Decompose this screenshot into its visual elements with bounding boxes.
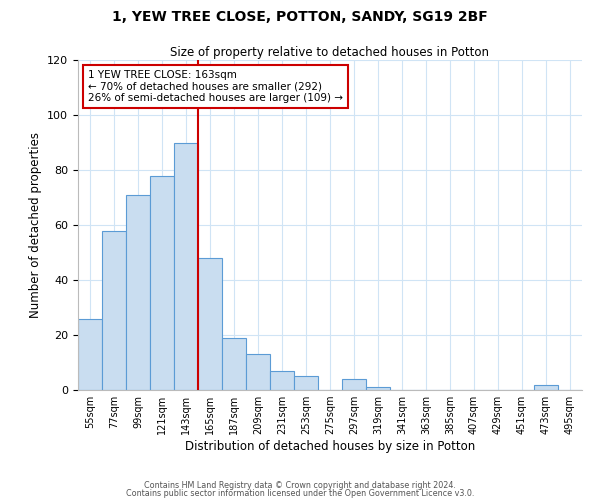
Text: Contains HM Land Registry data © Crown copyright and database right 2024.: Contains HM Land Registry data © Crown c…	[144, 481, 456, 490]
X-axis label: Distribution of detached houses by size in Potton: Distribution of detached houses by size …	[185, 440, 475, 453]
Bar	[294, 376, 318, 390]
Bar	[246, 354, 270, 390]
Bar	[366, 387, 390, 390]
Text: 1 YEW TREE CLOSE: 163sqm
← 70% of detached houses are smaller (292)
26% of semi-: 1 YEW TREE CLOSE: 163sqm ← 70% of detach…	[88, 70, 343, 103]
Bar	[198, 258, 222, 390]
Bar	[270, 371, 294, 390]
Text: Contains public sector information licensed under the Open Government Licence v3: Contains public sector information licen…	[126, 488, 474, 498]
Y-axis label: Number of detached properties: Number of detached properties	[29, 132, 41, 318]
Text: 1, YEW TREE CLOSE, POTTON, SANDY, SG19 2BF: 1, YEW TREE CLOSE, POTTON, SANDY, SG19 2…	[112, 10, 488, 24]
Bar	[150, 176, 174, 390]
Bar	[222, 338, 246, 390]
Bar	[102, 230, 126, 390]
Bar	[126, 194, 150, 390]
Bar	[342, 379, 366, 390]
Bar	[534, 384, 558, 390]
Bar	[174, 142, 198, 390]
Bar	[78, 318, 102, 390]
Title: Size of property relative to detached houses in Potton: Size of property relative to detached ho…	[170, 46, 490, 59]
